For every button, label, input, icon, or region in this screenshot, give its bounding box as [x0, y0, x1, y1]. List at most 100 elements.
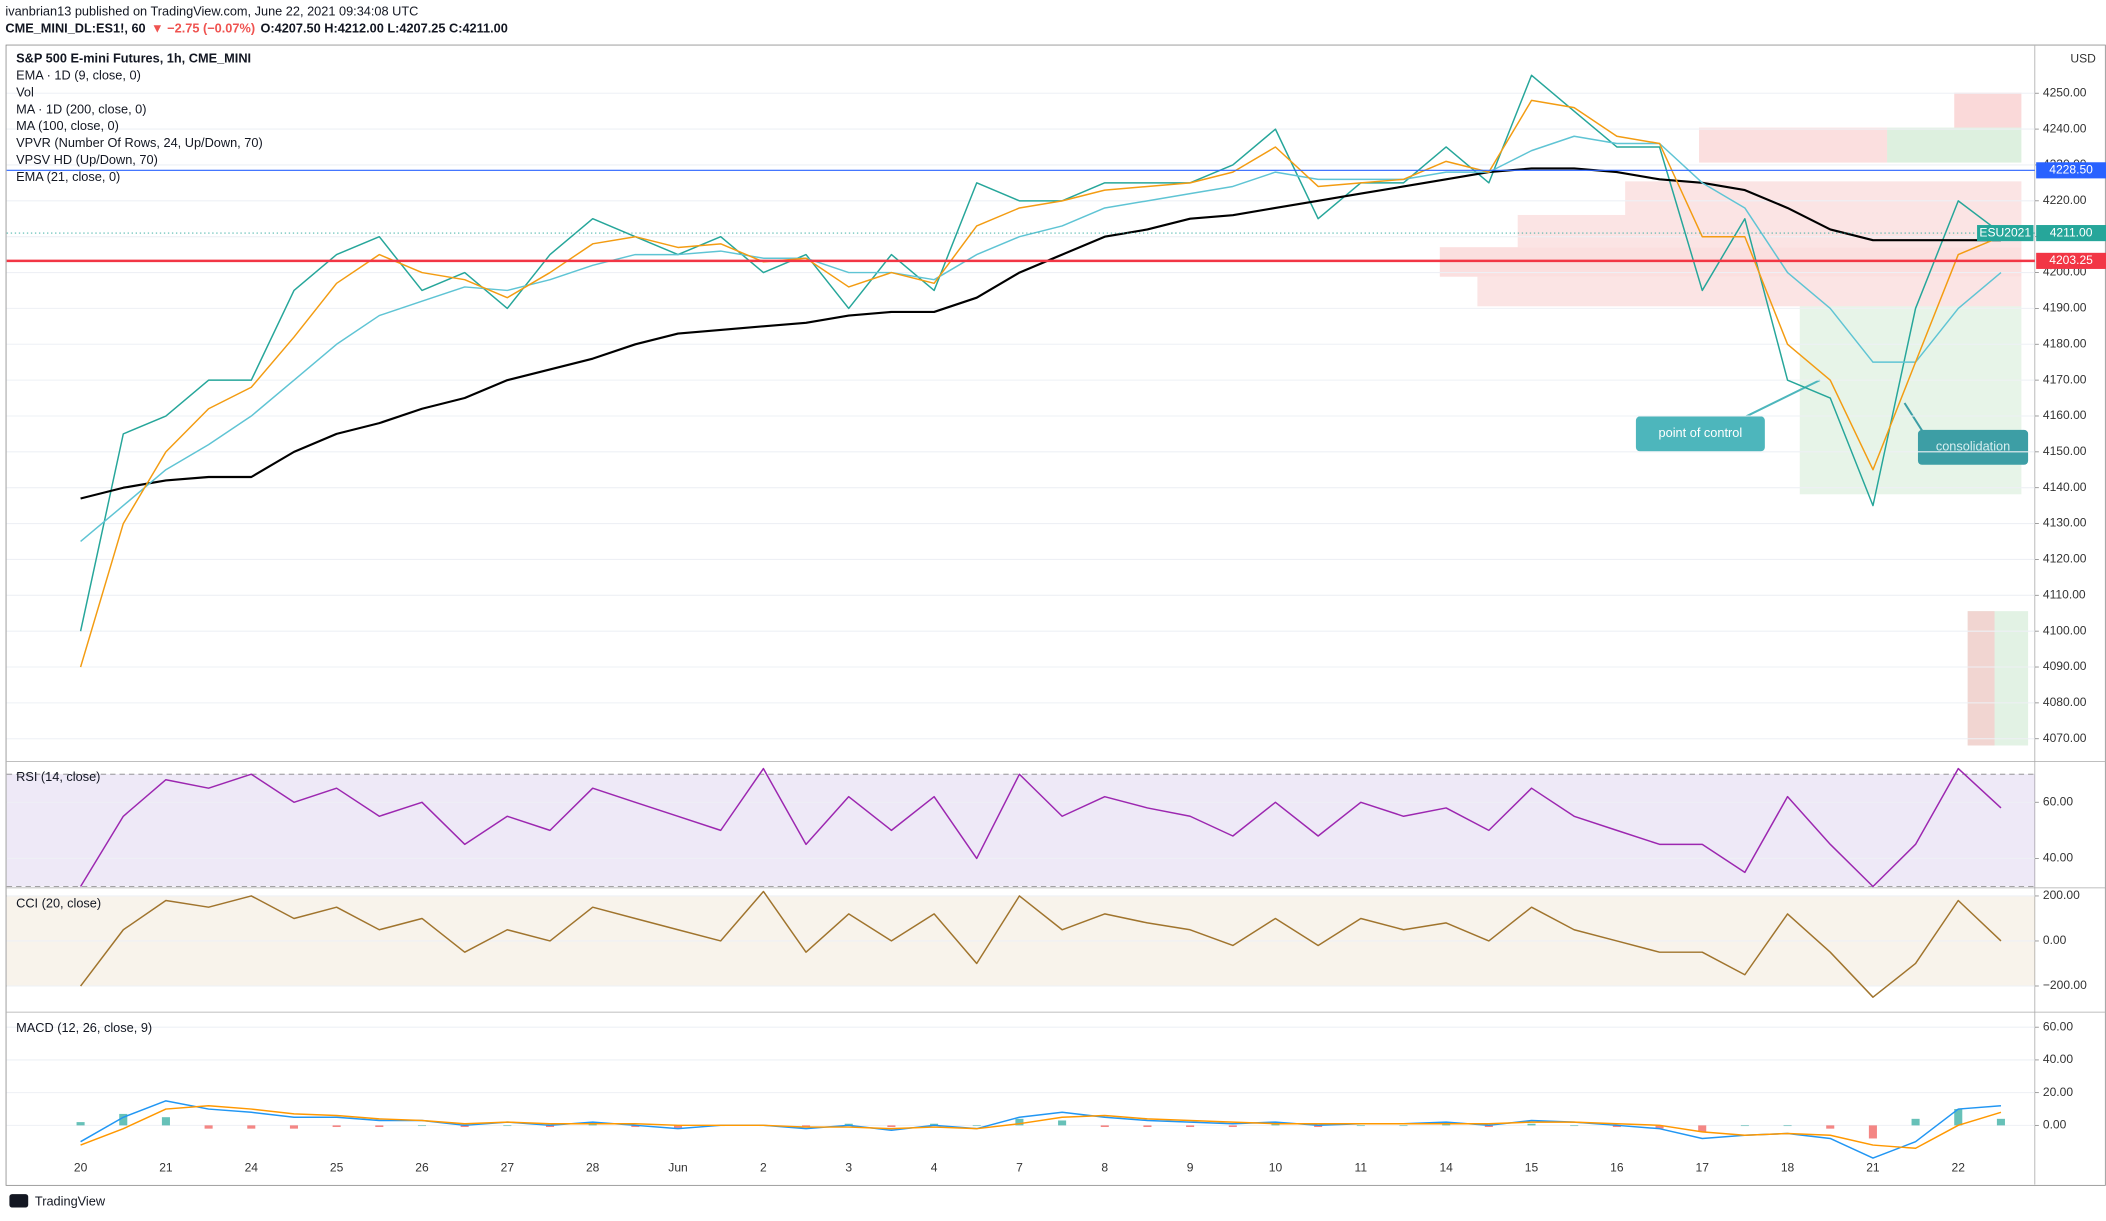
histogram-bar — [76, 1122, 85, 1126]
annotation-pointer — [1903, 402, 1925, 434]
y-tick-label: 4100.00 — [2043, 623, 2087, 637]
histogram-bar — [930, 1123, 939, 1126]
legend-entry: EMA (21, close, 0) — [16, 169, 120, 184]
y-tick-label: 4170.00 — [2043, 372, 2087, 386]
ohlc: O:4207.50 H:4212.00 L:4207.25 C:4211.00 — [260, 21, 507, 36]
x-tick-label: 8 — [1101, 1161, 1108, 1175]
legend-entry: MA · 1D (200, close, 0) — [16, 101, 146, 116]
x-tick-label: 3 — [845, 1161, 852, 1175]
x-tick-label: 21 — [1866, 1161, 1880, 1175]
symbol-line: CME_MINI_DL:ES1!, 60 ▼ −2.75 (−0.07%) O:42… — [5, 21, 507, 36]
y-axis-label: USD — [2070, 51, 2096, 65]
legend-entry: VPVR (Number Of Rows, 24, Up/Down, 70) — [16, 135, 263, 150]
legend-entry: MA (100, close, 0) — [16, 118, 119, 133]
level-label: 4228.50 — [2049, 163, 2093, 177]
y-tick-label: 4180.00 — [2043, 336, 2087, 350]
y-tick-label: 4090.00 — [2043, 659, 2087, 673]
histogram-bar — [1612, 1125, 1621, 1128]
histogram-bar — [1484, 1125, 1493, 1128]
pane-title: MACD (12, 26, close, 9) — [16, 1020, 152, 1035]
level-tag — [2036, 252, 2106, 269]
histogram-bar — [1911, 1118, 1920, 1126]
price-tag — [2036, 225, 2106, 242]
histogram-bar — [802, 1125, 811, 1128]
x-tick-label: 15 — [1525, 1161, 1539, 1175]
y-tick-label: 4080.00 — [2043, 695, 2087, 709]
x-tick-label: 16 — [1610, 1161, 1624, 1175]
profile-row — [1517, 214, 2022, 248]
y-tick-label: 4140.00 — [2043, 480, 2087, 494]
profile-row — [1887, 127, 2022, 163]
y-tick-label: 4150.00 — [2043, 444, 2087, 458]
x-tick-label: 21 — [159, 1161, 173, 1175]
x-tick-label: 20 — [74, 1161, 88, 1175]
histogram-bar — [1058, 1120, 1067, 1126]
histogram-bar — [417, 1125, 427, 1127]
price-label: 4211.00 — [2050, 225, 2093, 239]
series-line — [80, 167, 2001, 500]
pane-title: RSI (14, close) — [16, 769, 100, 784]
series-line — [79, 767, 2002, 888]
legend-entry: VPSV HD (Up/Down, 70) — [16, 152, 158, 167]
histogram-bar — [1655, 1125, 1664, 1129]
histogram-bar — [204, 1125, 213, 1129]
series-line — [80, 1104, 2002, 1150]
frame — [5, 44, 2106, 1186]
y-tick-label: 4130.00 — [2043, 516, 2087, 530]
histogram-bar — [247, 1125, 256, 1129]
level-label: 4203.25 — [2049, 253, 2093, 267]
series-line — [79, 99, 2002, 668]
histogram-bar — [289, 1125, 298, 1129]
y-tick-label: 60.00 — [2043, 1019, 2074, 1033]
profile-row — [1699, 127, 1888, 163]
x-tick-label: 11 — [1355, 1161, 1368, 1175]
x-tick-label: 2 — [760, 1161, 767, 1175]
histogram-bar — [588, 1123, 597, 1126]
histogram-bar — [161, 1117, 170, 1126]
histogram-bar — [1143, 1125, 1152, 1128]
y-tick-label: 0.00 — [2043, 933, 2067, 947]
annotation-box — [1635, 416, 1765, 452]
level-tag — [2036, 162, 2106, 179]
footer: TradingView — [35, 1194, 106, 1209]
x-tick-label: 4 — [931, 1161, 938, 1175]
legend-entry: Vol — [16, 84, 34, 99]
x-tick-label: 26 — [415, 1161, 429, 1175]
histogram-bar — [1399, 1125, 1408, 1127]
x-tick-label: 9 — [1187, 1161, 1194, 1175]
histogram-bar — [1826, 1125, 1835, 1129]
histogram-bar — [631, 1125, 640, 1128]
profile-row — [1477, 276, 2022, 307]
histogram-bar — [1271, 1123, 1280, 1126]
x-tick-label: 22 — [1952, 1161, 1966, 1175]
histogram-bar — [1356, 1125, 1365, 1127]
y-tick-label: 0.00 — [2043, 1118, 2067, 1132]
symbol: CME_MINI_DL:ES1!, 60 — [5, 21, 145, 36]
x-tick-label: 17 — [1695, 1161, 1709, 1175]
annotation: consolidation — [1903, 402, 2029, 465]
pane-title: CCI (20, close) — [16, 895, 101, 910]
histogram-bar — [1698, 1125, 1707, 1132]
x-tick-label: 18 — [1781, 1161, 1795, 1175]
y-tick-label: −200.00 — [2043, 978, 2087, 992]
histogram-bar — [844, 1123, 853, 1126]
pane-title: S&P 500 E-mini Futures, 1h, CME_MINI — [16, 51, 251, 66]
histogram-bar — [972, 1125, 981, 1127]
histogram-bar — [1100, 1125, 1109, 1128]
y-tick-label: 4120.00 — [2043, 552, 2087, 566]
histogram-bar — [1868, 1125, 1877, 1139]
x-tick-label: 14 — [1439, 1161, 1453, 1175]
band — [6, 774, 2035, 887]
annotation: point of control — [1635, 379, 1821, 452]
annotation-text: point of control — [1659, 425, 1743, 440]
histogram-bar — [1015, 1118, 1024, 1126]
histogram-bar — [1783, 1125, 1792, 1127]
histogram-bar — [545, 1125, 555, 1128]
histogram-bar — [1442, 1123, 1451, 1126]
histogram-bar — [673, 1125, 683, 1129]
y-tick-label: 4240.00 — [2043, 121, 2087, 135]
y-tick-label: 4220.00 — [2043, 193, 2087, 207]
y-tick-label: 4160.00 — [2043, 408, 2087, 422]
